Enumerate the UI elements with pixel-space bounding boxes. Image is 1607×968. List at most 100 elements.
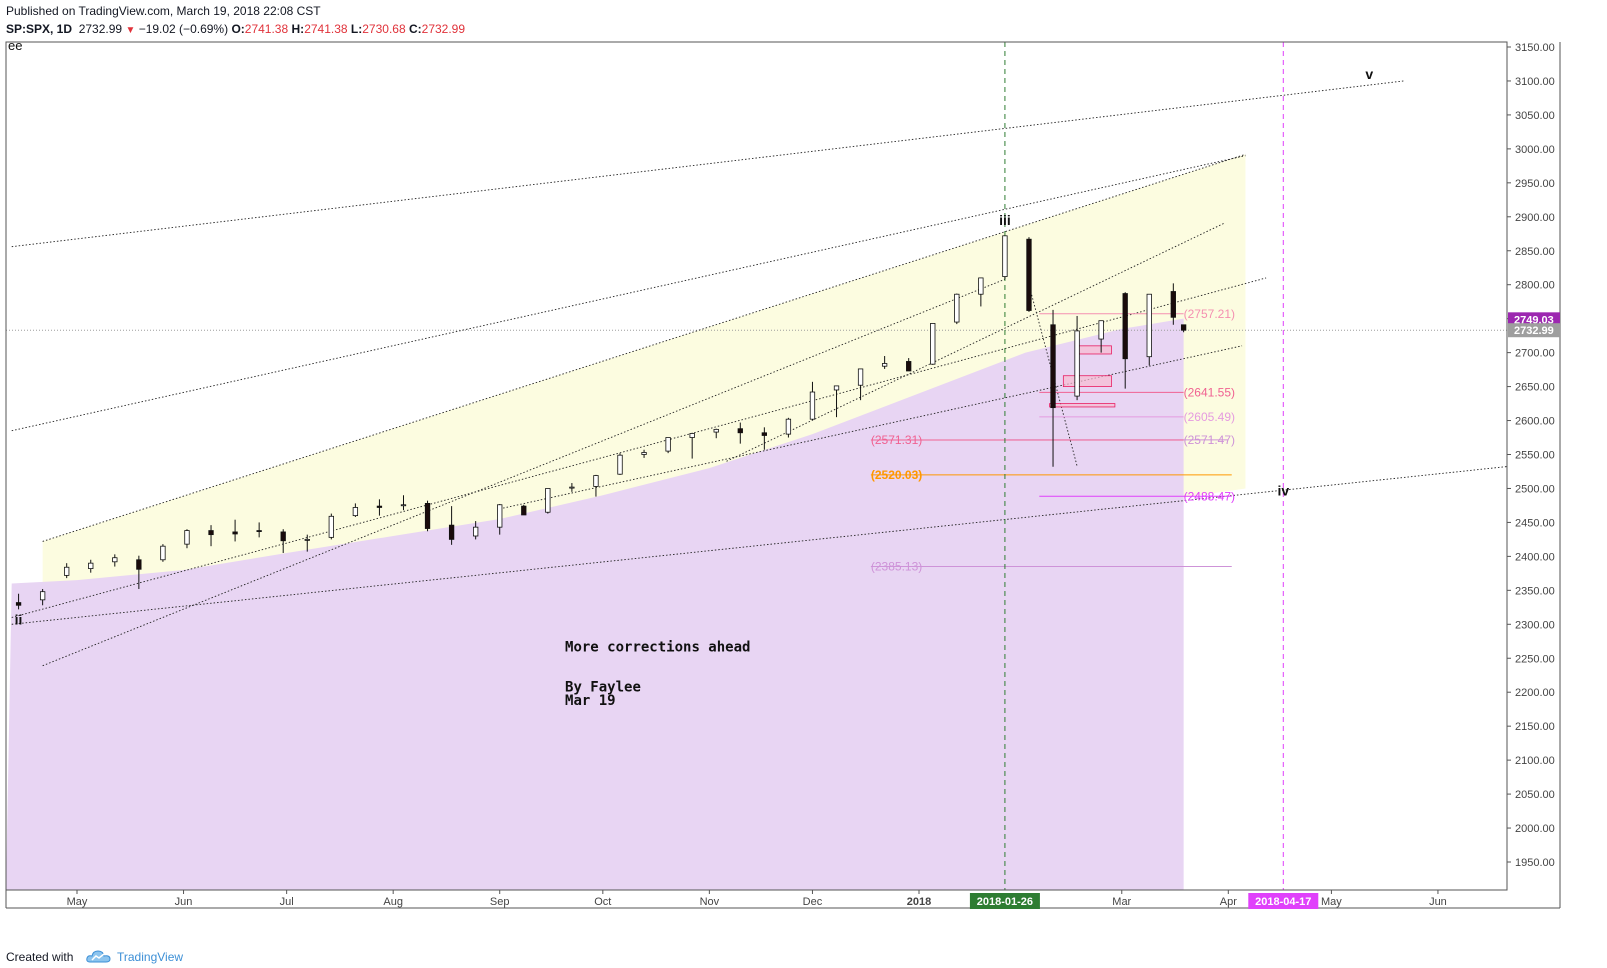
candle-body [569,486,575,489]
candle-body [1180,324,1187,331]
note-byline: By Faylee [565,680,641,696]
x-tick-label: 2018 [907,896,931,908]
x-tick-label: Nov [700,896,720,908]
chart-footer: Created with TradingView [0,940,1607,968]
price-chart[interactable]: (2757.21) (2641.55) (2605.49) (2571.47) (257… [0,0,1607,940]
candle-body [521,505,527,516]
wave-label: ii [15,611,23,627]
top-left-label: ee [8,38,22,53]
x-tick-label: Oct [594,896,611,908]
candle-body [136,559,142,570]
moving-average-area [6,318,1184,890]
candle-body [15,602,22,606]
candle-body [184,530,190,545]
x-tick-label: Mar [1112,896,1131,908]
candle-body [208,530,214,536]
candle-body [785,418,792,435]
candle-body [881,363,888,367]
symbol-ohlc-line: SP:SPX, 1D 2732.99 ▼ −19.02 (−0.69%) O:2… [6,22,465,36]
tradingview-link[interactable]: TradingView [117,950,184,964]
candle-body [593,475,599,487]
candle-body [1122,293,1128,360]
y-tick-label: 2950.00 [1515,178,1555,190]
channel-fill [42,154,1246,666]
y-tick-label: 2150.00 [1515,721,1555,733]
candle-body [473,526,479,537]
x-tick-label: Jun [175,896,193,908]
candle-body [448,524,455,540]
candle-body [857,368,864,386]
y-tick-label: 1950.00 [1515,857,1555,869]
note-title: More corrections ahead [565,639,750,655]
price-badge [1508,323,1560,338]
fib-level-label: (2571.47) [1184,433,1235,447]
down-triangle-icon: ▼ [125,25,136,36]
fib-level-label: (2385.13) [871,559,922,573]
chart-header: Published on TradingView.com, March 19, … [0,0,1607,42]
y-tick-label: 2050.00 [1515,789,1555,801]
y-tick-label: 2000.00 [1515,823,1555,835]
candle-body [761,432,767,436]
y-tick-label: 2550.00 [1515,450,1555,462]
candle-body [1002,235,1008,277]
candle-body [617,454,623,475]
candle-body [833,385,840,391]
x-tick-label: Jul [280,896,294,908]
candle-body [713,428,719,433]
candle-body [232,531,238,535]
trendline [11,155,1246,432]
price-badge-label: 2732.99 [1514,325,1554,337]
candle-body [1050,324,1056,409]
zone-box [1062,375,1112,387]
x-tick-label: May [67,896,88,908]
last-price: 2732.99 [78,22,123,36]
trendline [42,278,1006,667]
x-tick-label: Dec [803,896,823,908]
y-tick-label: 2350.00 [1515,585,1555,597]
close-value: 2732.99 [421,22,466,36]
y-tick-label: 2800.00 [1515,280,1555,292]
candle-body [809,391,816,420]
candle-body [906,361,912,372]
symbol-label[interactable]: SP:SPX, 1D [6,22,73,36]
candle-body [665,437,671,452]
y-tick-label: 2650.00 [1515,382,1555,394]
price-change: −19.02 (−0.69%) [138,22,229,36]
y-tick-label: 3050.00 [1515,110,1555,122]
trendline [11,466,1507,625]
y-tick-label: 2450.00 [1515,517,1555,529]
candle-body [88,562,94,570]
candle-body [1074,330,1080,397]
trendline [726,222,1226,462]
candle-body [930,323,936,365]
y-tick-label: 3150.00 [1515,42,1555,54]
date-badge [969,893,1040,909]
high-label: H: [291,22,305,36]
low-value: 2730.68 [362,22,406,36]
candle-body [689,433,695,438]
open-label: O: [231,22,245,36]
zone-box [1076,345,1112,355]
y-tick-label: 2700.00 [1515,348,1555,360]
candle-body [545,488,551,513]
x-tick-label: May [1321,896,1342,908]
fib-level-label: (2488.47) [1184,489,1235,503]
published-info: Published on TradingView.com, March 19, … [6,4,321,18]
date-badge-label: 2018-01-26 [977,896,1033,908]
open-value: 2741.38 [244,22,289,36]
price-scale-background [1507,42,1607,890]
price-badge [1508,312,1560,327]
candle-body [424,502,431,529]
y-tick-label: 3100.00 [1515,76,1555,88]
candle-body [1170,291,1176,318]
plot-area: (2757.21) (2641.55) (2605.49) (2571.47) (257… [6,38,1507,890]
x-tick-label: Jun [1429,896,1447,908]
fib-level-label: (2571.31) [871,433,922,447]
candle-body [256,530,262,532]
wave-label: v [1365,66,1373,82]
candle-body [400,504,407,507]
candle-body [160,545,166,561]
candle-body [1146,293,1152,358]
candle-body [39,591,46,601]
tradingview-cloud-icon [86,950,111,963]
